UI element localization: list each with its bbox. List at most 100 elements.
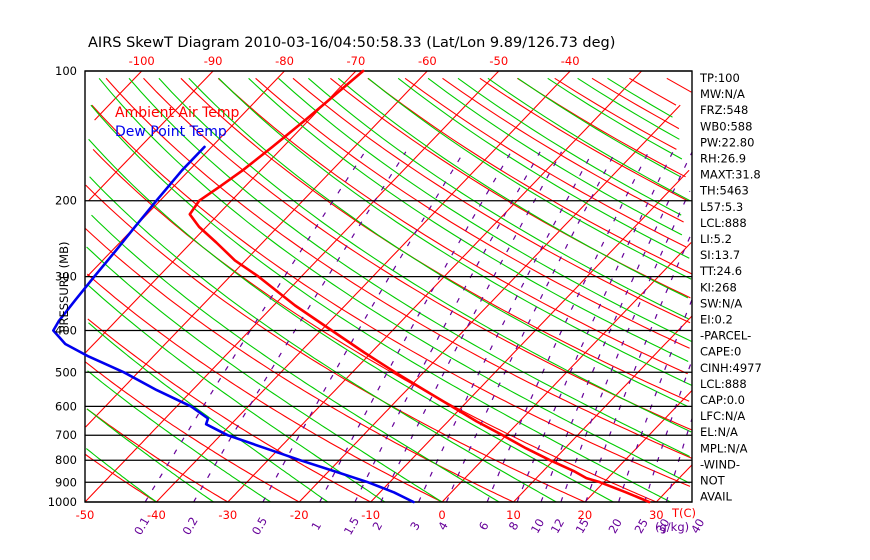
index-row: FRZ:548 bbox=[700, 103, 748, 117]
index-row: CAPE:0 bbox=[700, 345, 741, 359]
isotherm-line bbox=[227, 70, 642, 503]
mixing-ratio-line bbox=[516, 151, 674, 503]
moist-adiabat-line bbox=[86, 408, 214, 503]
mixing-ratio-tick-label: 3 bbox=[407, 519, 423, 532]
moist-adiabat-line bbox=[128, 77, 690, 457]
isotherm-line bbox=[94, 70, 143, 121]
isotherm-line bbox=[513, 315, 693, 503]
isotherm-line bbox=[84, 70, 500, 503]
dry-adiabat-line bbox=[591, 77, 680, 130]
pressure-tick-label: 700 bbox=[55, 428, 77, 442]
bottom-temp-tick-label: -50 bbox=[76, 508, 95, 522]
bottom-temp-tick-label: 0 bbox=[438, 508, 445, 522]
moist-adiabat-line bbox=[90, 104, 671, 503]
top-temp-tick-label: -60 bbox=[418, 54, 437, 68]
bottom-temperature-ticks: -50 -40 -30 -20 -10 0 10 20 30 bbox=[76, 508, 664, 522]
moist-adiabat-line bbox=[278, 77, 692, 342]
moist-adiabat-line bbox=[158, 77, 692, 433]
pressure-tick-label: 400 bbox=[55, 323, 77, 337]
mixing-ratio-line bbox=[193, 151, 407, 503]
moist-adiabat-line bbox=[337, 77, 689, 299]
index-row: RH:26.9 bbox=[700, 152, 746, 166]
index-row: PW:22.80 bbox=[700, 135, 754, 149]
top-temp-tick-label: -50 bbox=[489, 54, 508, 68]
dry-adiabat-line bbox=[87, 318, 371, 503]
mixing-ratio-tick-label: 12 bbox=[548, 516, 567, 536]
index-row: SW:N/A bbox=[700, 296, 742, 310]
top-temp-tick-label: -80 bbox=[275, 54, 294, 68]
mixing-ratio-tick-label: 25 bbox=[632, 516, 651, 536]
mixing-ratio-tick-label: 15 bbox=[573, 516, 592, 536]
moist-adiabat-line bbox=[308, 77, 689, 320]
index-row: CINH:4977 bbox=[700, 361, 762, 375]
dry-adiabat-line bbox=[330, 77, 691, 299]
index-row: TP:100 bbox=[699, 71, 740, 85]
index-row: TT:24.6 bbox=[699, 264, 742, 278]
mixing-ratio-tick-label: 10 bbox=[528, 516, 547, 536]
dry-adiabat-line bbox=[105, 77, 693, 459]
index-row: MPL:N/A bbox=[700, 441, 748, 455]
dry-adiabat-line bbox=[86, 273, 443, 503]
moist-adiabat-line bbox=[367, 77, 692, 280]
moist-adiabat-line bbox=[577, 77, 680, 140]
index-row: -WIND- bbox=[700, 457, 740, 471]
isotherm-line bbox=[655, 464, 693, 503]
index-row: L57:5.3 bbox=[700, 200, 743, 214]
mixing-ratio-tick-label: 6 bbox=[476, 519, 492, 532]
index-row: -PARCEL- bbox=[700, 329, 751, 343]
top-temp-tick-label: -100 bbox=[129, 54, 155, 68]
dry-adiabat-line bbox=[91, 104, 691, 487]
index-row: NOT bbox=[700, 474, 726, 488]
dry-adiabat-line bbox=[292, 77, 691, 324]
pressure-tick-label: 300 bbox=[55, 270, 77, 284]
index-row: SI:13.7 bbox=[700, 248, 740, 262]
pressure-axis-ticks: 100 200 300 400 500 600 700 800 900 1000 bbox=[48, 64, 77, 509]
dry-adiabat-line bbox=[85, 228, 514, 503]
legend-ambient-air-temp: Ambient Air Temp bbox=[115, 105, 240, 121]
mixing-ratio-tick-label: 40 bbox=[688, 516, 707, 536]
isotherm-line bbox=[88, 70, 214, 202]
mixing-ratio-line bbox=[354, 151, 541, 503]
index-row: LCL:888 bbox=[700, 216, 747, 230]
moist-adiabat-line bbox=[86, 283, 386, 503]
dry-adiabat-line bbox=[84, 361, 300, 503]
moist-adiabat-line bbox=[188, 77, 688, 407]
isotherm-line bbox=[584, 389, 693, 503]
dry-adiabat-line bbox=[479, 77, 688, 202]
index-row: EL:N/A bbox=[700, 425, 738, 439]
moist-adiabat-line bbox=[88, 138, 614, 503]
x-axis-temp-label: T(C) bbox=[671, 506, 696, 520]
index-row: MW:N/A bbox=[700, 87, 745, 101]
dry-adiabat-line bbox=[442, 77, 684, 223]
mixing-ratio-line bbox=[418, 151, 594, 503]
indices-panel: TP:100 MW:N/A FRZ:548 WB0:588 PW:22.80 RH:26.… bbox=[699, 71, 762, 504]
index-row: KI:268 bbox=[700, 280, 737, 294]
isotherm-line bbox=[85, 70, 428, 428]
isotherm-line bbox=[156, 70, 571, 503]
pressure-tick-label: 200 bbox=[55, 194, 77, 208]
isotherm-line bbox=[370, 169, 690, 503]
moist-adiabat-line bbox=[487, 77, 691, 202]
mixing-ratio-line bbox=[380, 151, 563, 503]
index-row: TH:5463 bbox=[699, 184, 749, 198]
pressure-tick-label: 1000 bbox=[48, 495, 77, 509]
top-temp-tick-label: -90 bbox=[204, 54, 223, 68]
grid-lines-layer bbox=[84, 70, 693, 503]
bottom-temp-tick-label: -30 bbox=[218, 508, 237, 522]
moist-adiabat-line bbox=[607, 77, 673, 118]
dew-point-temp-curve bbox=[52, 145, 415, 504]
dry-adiabat-line bbox=[629, 77, 677, 106]
top-temp-tick-label: -70 bbox=[347, 54, 366, 68]
dry-adiabat-line bbox=[404, 77, 687, 248]
bottom-temp-tick-label: 30 bbox=[649, 508, 664, 522]
dry-adiabat-line bbox=[554, 77, 677, 150]
index-row: LCL:888 bbox=[700, 377, 747, 391]
pressure-tick-label: 900 bbox=[55, 475, 77, 489]
index-row: MAXT:31.8 bbox=[700, 168, 761, 182]
pressure-tick-label: 800 bbox=[55, 453, 77, 467]
moist-adiabat-line bbox=[98, 77, 690, 484]
index-row: LFC:N/A bbox=[700, 409, 745, 423]
mixing-ratio-tick-layer bbox=[144, 151, 693, 503]
